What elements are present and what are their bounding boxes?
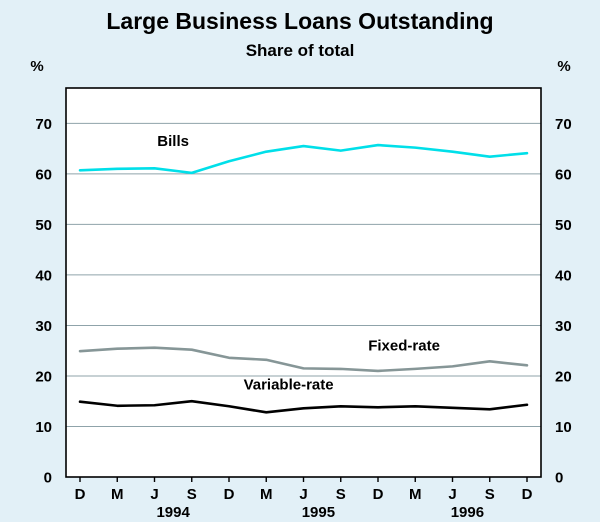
y-axis-unit-left: % [30, 58, 44, 75]
chart-subtitle: Share of total [245, 41, 355, 60]
y-tick-label-left: 50 [35, 217, 52, 234]
x-tick-label: J [448, 486, 456, 503]
series-line-variable-rate [78, 399, 529, 414]
y-tick-label-right: 10 [555, 419, 572, 436]
series-label-bills: Bills [157, 133, 189, 150]
y-tick-label-right: 60 [555, 166, 572, 183]
x-tick-label: J [299, 486, 307, 503]
y-tick-label-right: 40 [555, 267, 572, 284]
year-label: 1994 [156, 504, 190, 521]
y-axis-unit-right: % [557, 58, 571, 75]
x-tick-label: D [373, 486, 384, 503]
y-tick-label-left: 60 [35, 166, 52, 183]
series-line-bills [78, 143, 529, 175]
x-tick-label: S [485, 486, 495, 503]
series-line-fixed-rate [78, 346, 529, 373]
y-tick-label-right: 20 [555, 368, 572, 385]
y-tick-label-left: 0 [44, 470, 52, 487]
year-label: 1996 [451, 504, 484, 521]
x-tick-label: S [336, 486, 346, 503]
y-tick-label-right: 70 [555, 116, 572, 133]
series-label-variable-rate: Variable-rate [244, 377, 334, 394]
y-tick-label-left: 40 [35, 267, 52, 284]
x-tick-label: M [409, 486, 422, 503]
x-tick-label: D [75, 486, 86, 503]
year-label: 1995 [302, 504, 335, 521]
x-tick-label: M [111, 486, 124, 503]
chart-title: Large Business Loans Outstanding [106, 8, 494, 34]
y-tick-label-left: 20 [35, 368, 52, 385]
y-tick-label-left: 30 [35, 318, 52, 335]
series-label-fixed-rate: Fixed-rate [368, 338, 440, 355]
x-tick-label: D [224, 486, 235, 503]
x-tick-label: S [187, 486, 197, 503]
y-tick-label-right: 0 [555, 470, 563, 487]
y-tick-label-left: 10 [35, 419, 52, 436]
x-tick-label: D [522, 486, 533, 503]
y-tick-label-right: 50 [555, 217, 572, 234]
y-tick-label-right: 30 [555, 318, 572, 335]
x-tick-label: M [260, 486, 273, 503]
x-tick-label: J [150, 486, 158, 503]
y-tick-label-left: 70 [35, 116, 52, 133]
